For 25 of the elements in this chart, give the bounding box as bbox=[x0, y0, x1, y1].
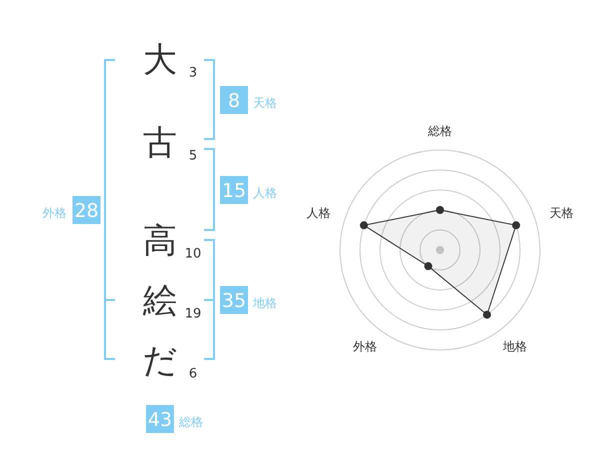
category-label: 総格 bbox=[178, 415, 203, 429]
category-label: 高 bbox=[143, 221, 177, 261]
data-label: 19 bbox=[184, 306, 202, 322]
data-label: 5 bbox=[188, 148, 198, 164]
data-label: 6 bbox=[188, 366, 198, 382]
spoke-label: 外格 bbox=[352, 339, 377, 354]
category-label: 大 bbox=[143, 40, 177, 80]
data-label: 35 bbox=[222, 290, 246, 312]
data-label: 43 bbox=[148, 409, 172, 431]
spoke-label: 人格 bbox=[306, 206, 330, 220]
spoke-label: 地格 bbox=[502, 339, 528, 354]
data-label: 3 bbox=[188, 66, 198, 80]
category-label: だ bbox=[142, 341, 178, 381]
data-label: 8 bbox=[228, 90, 240, 112]
category-label: 天格 bbox=[253, 96, 277, 110]
data-label: 15 bbox=[222, 180, 246, 202]
data-label: 28 bbox=[74, 200, 99, 222]
spoke-label: 天格 bbox=[550, 206, 574, 220]
category-label: 古 bbox=[143, 123, 177, 163]
spoke-label: 総格 bbox=[427, 124, 452, 138]
data-label: 10 bbox=[184, 246, 202, 262]
category-label: 外格 bbox=[42, 206, 66, 220]
category-label: 絵 bbox=[142, 281, 177, 321]
category-label: 地格 bbox=[252, 296, 277, 310]
category-label: 人格 bbox=[253, 186, 277, 200]
